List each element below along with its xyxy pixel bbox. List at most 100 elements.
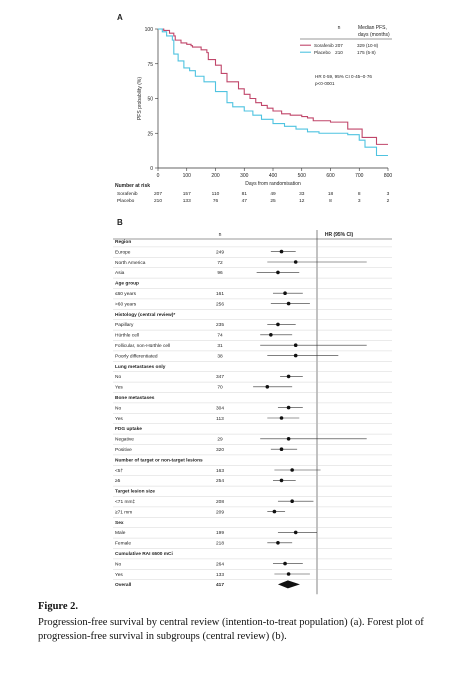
forest-row-label: Male — [115, 530, 126, 536]
forest-point — [286, 405, 291, 410]
forest-row-label: >60 years — [115, 301, 137, 307]
forest-row-n: 208 — [216, 499, 224, 505]
forest-point — [279, 447, 284, 452]
forest-group-header: Number of target or non-target lesions — [115, 457, 203, 463]
forest-row-label: Negative — [115, 437, 134, 443]
forest-group-header: Lung metastases only — [115, 364, 166, 370]
forest-overall-diamond — [277, 580, 300, 589]
legend-stat: p<0·0001 — [315, 81, 335, 86]
forest-row-label: Asia — [115, 270, 125, 276]
forest-group-header: Histology (central review)* — [115, 312, 175, 318]
forest-col-hr-header: HR (95% CI) — [325, 232, 354, 238]
km-x-axis-label: Days from randomisation — [245, 181, 301, 187]
forest-row-label: Europe — [115, 249, 131, 255]
risk-count: 12 — [299, 198, 305, 204]
km-y-tick-label: 0 — [150, 166, 153, 172]
forest-row-n: 38 — [217, 353, 223, 359]
risk-count: 3 — [387, 191, 390, 197]
forest-point — [269, 333, 273, 337]
forest-group-header: Sex — [115, 520, 124, 526]
forest-point — [283, 561, 287, 566]
forest-group-header: Target lesion size — [115, 489, 155, 495]
forest-row-label: ≥5 — [115, 478, 121, 484]
km-x-tick-label: 600 — [326, 173, 335, 179]
forest-row-n: 72 — [217, 260, 223, 266]
forest-row-label: ≥71 mm — [115, 509, 132, 515]
forest-row-n: 218 — [216, 541, 224, 547]
forest-point — [290, 499, 294, 504]
forest-row-n: 209 — [216, 509, 224, 515]
forest-row-n: 249 — [216, 249, 224, 255]
forest-row-n: 417 — [216, 582, 224, 588]
risk-count: 47 — [242, 198, 248, 204]
forest-point — [286, 374, 291, 379]
forest-point — [276, 541, 280, 545]
risk-count: 157 — [183, 191, 191, 197]
panel-b-label: B — [117, 218, 123, 227]
forest-row-label: Follicular, non-Hürthle cell — [115, 343, 170, 349]
figure-caption-title: Figure 2. — [38, 601, 79, 612]
forest-point — [276, 322, 280, 327]
km-x-tick-label: 200 — [211, 173, 220, 179]
forest-row-n: 133 — [216, 572, 224, 578]
forest-row-n: 235 — [216, 322, 224, 328]
risk-count: 210 — [154, 198, 162, 204]
forest-group-header: Region — [115, 239, 131, 245]
forest-point — [293, 353, 298, 358]
forest-group-header: FDG uptake — [115, 426, 142, 432]
forest-point — [279, 478, 284, 483]
forest-row-n: 199 — [216, 530, 224, 536]
risk-row-name: Placebo — [117, 198, 135, 204]
risk-count: 2 — [387, 198, 390, 204]
forest-row-label: ≤60 years — [115, 291, 137, 297]
km-x-tick-label: 700 — [355, 173, 364, 179]
forest-row-n: 29 — [217, 437, 223, 443]
forest-row-label: No — [115, 374, 121, 380]
forest-row-label: Yes — [115, 572, 123, 578]
legend-stat: HR 0·59, 95% CI 0·45–0·76 — [315, 74, 372, 79]
forest-row-n: 96 — [217, 270, 223, 276]
forest-point — [272, 509, 277, 514]
risk-count: 49 — [270, 191, 276, 197]
forest-row-n: 74 — [217, 333, 223, 339]
forest-row-label: Overall — [115, 582, 131, 588]
forest-point — [279, 416, 284, 420]
panel-a-label: A — [117, 13, 123, 22]
legend-header-median-2: days (months) — [358, 32, 390, 38]
forest-point — [286, 301, 291, 306]
km-line-sorafenib — [158, 28, 388, 145]
km-x-tick-label: 800 — [384, 173, 393, 179]
km-y-tick-label: 50 — [147, 97, 153, 103]
forest-row-n: 70 — [217, 385, 223, 391]
risk-count: 133 — [183, 198, 191, 204]
forest-col-n-header: n — [219, 232, 222, 238]
risk-count: 33 — [299, 191, 305, 197]
forest-point — [286, 437, 291, 441]
forest-point — [279, 249, 284, 254]
forest-row-n: 161 — [216, 291, 224, 297]
forest-group-header: Age group — [115, 281, 139, 287]
km-x-tick-label: 400 — [269, 173, 278, 179]
forest-point — [293, 530, 298, 535]
legend-median: 175 (5·8) — [357, 50, 376, 55]
risk-table-title: Number at risk — [115, 183, 150, 189]
risk-count: 3 — [358, 198, 361, 204]
km-y-tick-label: 25 — [147, 131, 153, 137]
km-x-tick-label: 100 — [183, 173, 192, 179]
forest-row-n: 304 — [216, 405, 224, 411]
forest-row-n: 264 — [216, 561, 224, 567]
forest-row-n: 347 — [216, 374, 224, 380]
legend-name: Sorafenib — [314, 43, 334, 48]
risk-count: 18 — [328, 191, 334, 197]
forest-row-n: 256 — [216, 301, 224, 307]
km-y-tick-label: 75 — [147, 62, 153, 68]
risk-count: 25 — [270, 198, 276, 204]
forest-point — [286, 572, 291, 576]
risk-count: 110 — [212, 191, 220, 197]
forest-group-header: Bone metastases — [115, 395, 155, 401]
forest-row-label: Papillary — [115, 322, 134, 328]
km-x-tick-label: 500 — [298, 173, 307, 179]
km-x-tick-label: 0 — [157, 173, 160, 179]
forest-point — [283, 291, 287, 296]
risk-count: 8 — [358, 191, 361, 197]
